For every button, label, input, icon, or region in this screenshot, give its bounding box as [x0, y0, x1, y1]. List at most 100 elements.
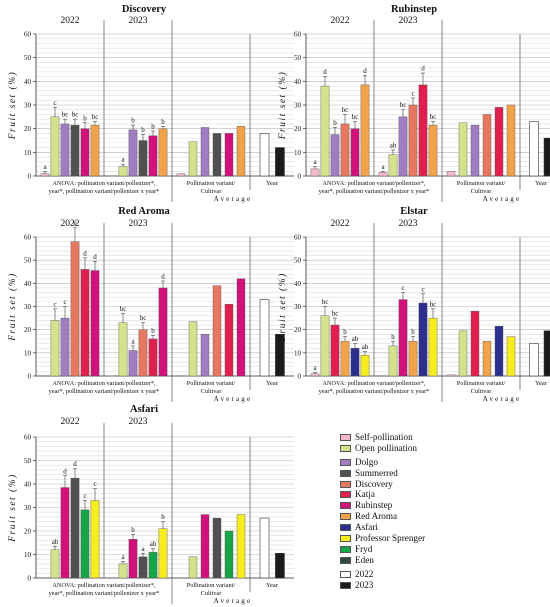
average-bar — [494, 107, 504, 177]
anova-note: year*, pollination variant/pollenizer x … — [319, 188, 430, 195]
chart-title: Red Aroma — [118, 206, 170, 217]
bar — [340, 123, 350, 177]
bar — [360, 84, 370, 177]
bar — [118, 563, 128, 579]
chart-title: Asfari — [130, 404, 158, 415]
bar — [350, 348, 360, 377]
year-bar — [275, 147, 285, 177]
significance-letter: a — [313, 158, 317, 166]
y-tick-label: 0 — [298, 373, 302, 381]
bar — [128, 129, 138, 177]
significance-letter: d — [323, 68, 327, 76]
anova-note: ANOVA: pollination variant/pollenizer*, — [52, 180, 156, 187]
legend-swatch — [340, 556, 351, 564]
y-axis-label: Fruit set (%) — [7, 473, 18, 543]
y-tick-label: 50 — [294, 257, 302, 265]
year-bar — [543, 137, 550, 177]
average-bar — [446, 374, 456, 377]
average-bar — [494, 325, 504, 377]
bar — [60, 487, 70, 579]
average-bar — [470, 124, 480, 177]
legend-swatch — [340, 491, 351, 499]
y-tick-label: 30 — [294, 303, 302, 311]
x-axis-label-average: Average — [214, 195, 253, 203]
significance-letter: a — [131, 337, 135, 345]
bar — [80, 128, 90, 177]
bar — [50, 320, 60, 377]
legend-swatch — [340, 545, 351, 553]
x-axis-label-variant: Pollination variant/ — [457, 180, 506, 187]
year-bar — [259, 517, 270, 579]
x-axis-label-variant: Cultivar — [471, 388, 493, 395]
bar — [60, 123, 70, 177]
y-tick-label: 60 — [24, 234, 32, 242]
significance-letter: c — [83, 492, 86, 500]
significance-letter: d — [63, 467, 67, 475]
group-year-label: 2022 — [61, 219, 80, 229]
significance-letter: b — [391, 333, 395, 341]
anova-note: year*, pollination variant/pollenizer x … — [49, 388, 160, 395]
y-axis-label: Fruit set (%) — [277, 272, 288, 342]
bar — [310, 168, 320, 177]
bar — [158, 287, 168, 377]
y-tick-label: 40 — [24, 78, 32, 86]
legend-label: 2023 — [355, 579, 374, 590]
y-tick-label: 40 — [24, 481, 32, 489]
year-bar — [275, 333, 285, 377]
chart-title: Discovery — [122, 4, 167, 15]
bar — [428, 317, 438, 377]
bar — [330, 324, 340, 377]
significance-letter: bc — [120, 305, 127, 313]
significance-letter: a — [141, 545, 145, 553]
bar — [398, 116, 408, 177]
x-axis-label-average: Average — [214, 597, 253, 605]
x-axis-label-variant: Cultivar — [201, 188, 223, 195]
legend-item: 2023 — [340, 580, 545, 591]
year-bar — [543, 330, 550, 377]
average-bar — [470, 310, 480, 377]
year-bar — [259, 133, 270, 177]
bar — [320, 85, 330, 177]
significance-letter: a — [313, 364, 317, 372]
bar — [70, 124, 80, 177]
y-tick-label: 50 — [24, 457, 32, 465]
y-tick-label: 30 — [24, 102, 32, 110]
significance-letter: d — [161, 273, 165, 281]
group-year-label: 2022 — [61, 16, 80, 26]
group-year-label: 2023 — [129, 417, 148, 427]
y-tick-label: 20 — [24, 326, 32, 334]
chart-title: Rubinstep — [391, 4, 437, 15]
significance-letter: b — [151, 123, 155, 131]
bar — [128, 350, 138, 377]
x-axis-label-variant: Pollination variant/ — [187, 380, 236, 387]
legend-swatch — [340, 458, 351, 466]
bar — [70, 241, 80, 377]
bar — [90, 270, 100, 377]
legend-label: Rubinstep — [355, 500, 393, 511]
legend-label: Self-pollination — [355, 432, 413, 442]
bar — [148, 135, 158, 177]
significance-letter: ab — [352, 335, 359, 343]
average-bar — [482, 341, 492, 377]
bar — [320, 315, 330, 377]
significance-letter: bc — [400, 101, 407, 109]
significance-letter: a — [43, 163, 47, 171]
chart-panel-rubinstep: 0 10 20 30 40 50 60 Fruit set (%) Rubinstep 2022 a… — [277, 4, 550, 203]
y-tick-label: 30 — [294, 102, 302, 110]
legend-swatch — [340, 534, 351, 542]
average-bar — [506, 104, 516, 177]
group-year-label: 2022 — [61, 417, 80, 427]
significance-letter: d — [83, 249, 87, 257]
significance-letter: d — [363, 67, 367, 75]
significance-letter: b — [141, 126, 145, 134]
anova-note: ANOVA: pollination variant/pollenizer*, — [322, 180, 426, 187]
bar — [118, 166, 128, 177]
legend-item: Asfari — [340, 522, 545, 533]
legend-label: Fryd — [355, 543, 373, 554]
bar — [148, 338, 158, 377]
legend: Self-pollination Open pollination Dolgo Sum… — [340, 432, 545, 590]
significance-letter: b — [131, 117, 135, 125]
significance-letter: ab — [362, 343, 369, 351]
